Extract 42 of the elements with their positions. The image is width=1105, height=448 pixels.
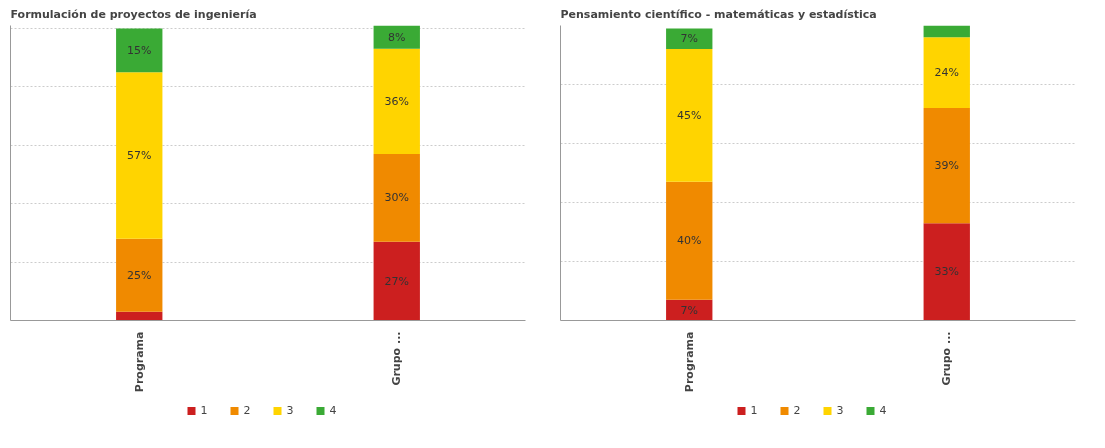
- data-label: 39%: [934, 159, 959, 173]
- bar: [373, 154, 420, 242]
- chart-title: Pensamiento científico - matemáticas y estadística: [560, 7, 877, 21]
- data-label: 36%: [384, 94, 409, 108]
- data-label: 40%: [677, 234, 702, 248]
- bar: [116, 238, 163, 312]
- legend-label: 3: [286, 403, 295, 417]
- x-tick-label: Programa: [132, 331, 146, 393]
- legend-label: 4: [329, 403, 338, 417]
- data-label: 7%: [680, 303, 698, 317]
- bar: [373, 48, 420, 155]
- x-tick-label: Programa: [682, 331, 696, 393]
- data-label: 8%: [388, 30, 406, 44]
- chart-title: Formulación de proyectos de ingeniería: [10, 7, 257, 21]
- bar: [116, 72, 163, 239]
- data-label: 27%: [384, 274, 409, 288]
- data-label: 33%: [934, 265, 959, 279]
- bar: [666, 181, 713, 300]
- data-label: 15%: [127, 43, 152, 57]
- bar: [666, 28, 713, 50]
- x-tick-label: Grupo ...: [390, 331, 404, 386]
- legend-label: 1: [750, 403, 759, 417]
- bar: [373, 241, 420, 321]
- bar: [666, 49, 713, 182]
- bar: [923, 37, 970, 109]
- data-label: 25%: [127, 268, 152, 282]
- legend-label: 2: [793, 403, 802, 417]
- x-tick-label: Grupo ...: [940, 331, 954, 386]
- bar: [923, 223, 970, 321]
- bar: [116, 28, 163, 73]
- legend-label: 1: [200, 403, 209, 417]
- data-label: 30%: [384, 191, 409, 205]
- bar: [923, 108, 970, 224]
- data-label: 7%: [680, 32, 698, 46]
- data-label: 24%: [934, 66, 959, 80]
- legend-label: 3: [836, 403, 845, 417]
- data-label: 45%: [677, 108, 702, 122]
- legend-label: 4: [879, 403, 888, 417]
- data-label: 57%: [127, 148, 152, 162]
- bar: [116, 311, 163, 321]
- bar: [923, 25, 970, 38]
- legend-label: 2: [243, 403, 252, 417]
